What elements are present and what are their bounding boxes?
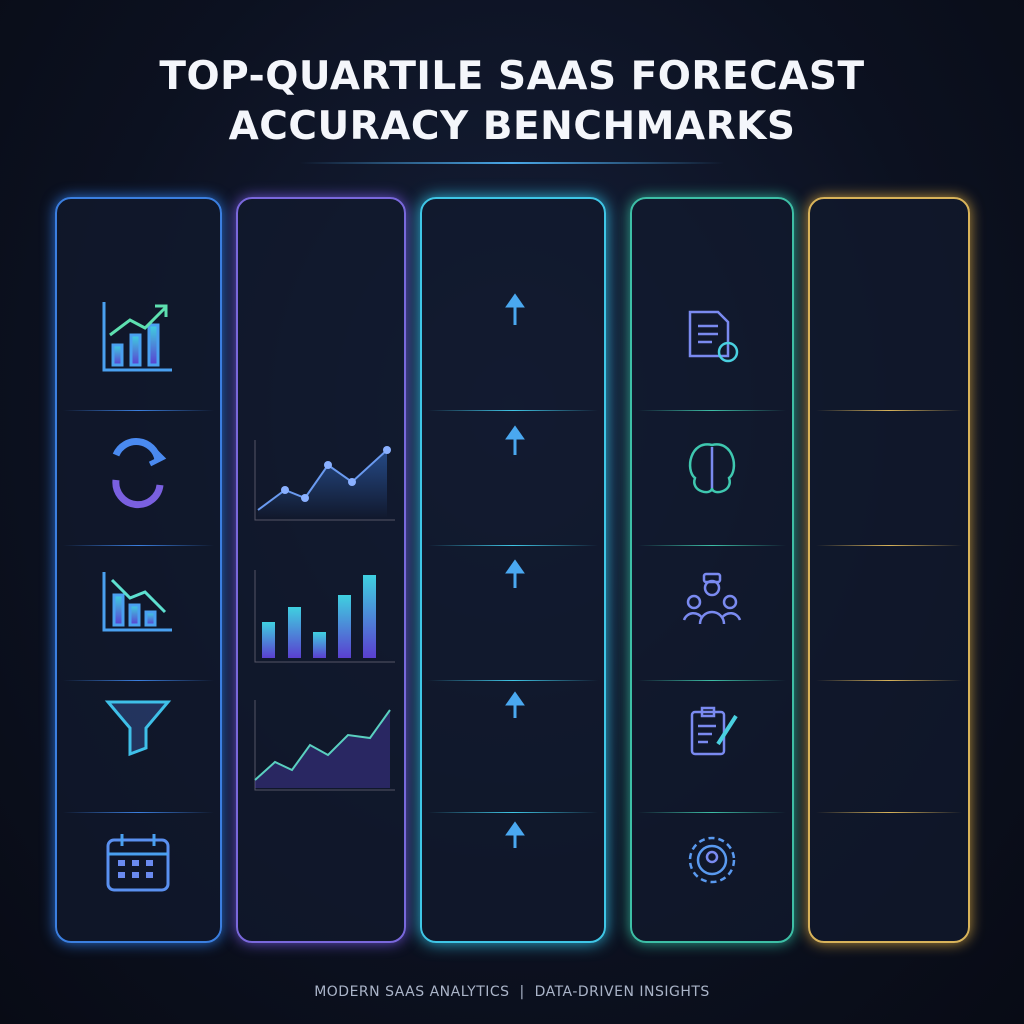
row-separator <box>428 545 598 546</box>
title-divider <box>300 162 724 164</box>
row-separator <box>428 812 598 813</box>
row-separator <box>816 410 962 411</box>
row-separator <box>638 410 786 411</box>
row-separator <box>428 410 598 411</box>
row-separator <box>816 812 962 813</box>
metric-column <box>55 197 222 943</box>
row-separator <box>638 680 786 681</box>
row-separator <box>63 545 214 546</box>
row-separator <box>63 680 214 681</box>
row-separator <box>638 812 786 813</box>
definition-column <box>236 197 406 943</box>
row-separator <box>63 812 214 813</box>
row-separator <box>63 410 214 411</box>
footer: MODERN SAAS ANALYTICS | DATA-DRIVEN INSI… <box>314 984 710 1000</box>
row-separator <box>428 680 598 681</box>
impact-column <box>808 197 970 943</box>
row-separator <box>816 545 962 546</box>
title: TOP-QUARTILE SAAS FORECAST ACCURACY BENC… <box>159 54 865 149</box>
row-separator <box>638 545 786 546</box>
drivers-column <box>630 197 794 943</box>
row-separator <box>816 680 962 681</box>
